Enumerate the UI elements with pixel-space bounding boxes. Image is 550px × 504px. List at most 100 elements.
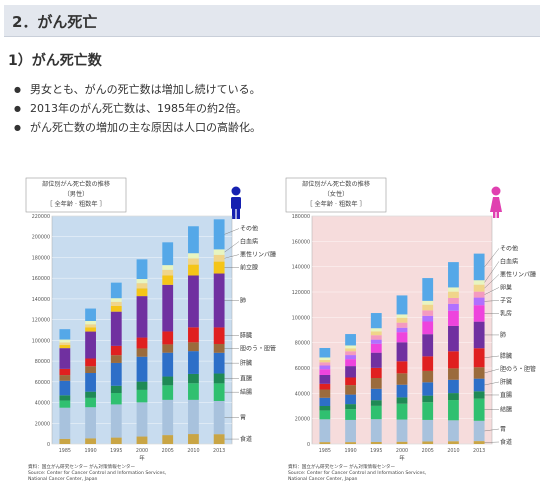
bar-segment (59, 345, 71, 349)
bar-segment (396, 327, 408, 333)
bar-segment (110, 311, 122, 346)
bar-segment (319, 374, 331, 384)
bar-segment (110, 298, 122, 302)
bar-segment (213, 327, 225, 344)
y-tick-label: 180000 (292, 214, 310, 220)
bar-segment (473, 253, 485, 281)
bar-segment (110, 404, 122, 438)
bar-segment (213, 373, 225, 384)
bar-segment (136, 279, 148, 284)
y-tick-label: 100000 (32, 338, 50, 344)
x-tick-label: 1990 (84, 448, 96, 454)
bar-segment (319, 410, 331, 420)
bar-segment (396, 373, 408, 385)
legend-leader (484, 381, 500, 386)
x-tick-label: 2000 (396, 448, 408, 454)
bar-segment (162, 265, 174, 270)
bar-segment (110, 437, 122, 444)
bar-segment (136, 337, 148, 349)
female-icon (490, 186, 502, 218)
y-tick-label: 100000 (292, 315, 310, 321)
bar-segment (162, 385, 174, 400)
bar-segment (422, 334, 434, 357)
bar-segment (345, 419, 356, 443)
source-text: National Cancer Center, Japan (28, 476, 98, 482)
legend-label: 胃 (240, 415, 246, 422)
section-title: 2．がん死亡 (4, 5, 540, 37)
bar-segment (370, 388, 382, 401)
source-text: National Cancer Center, Japan (288, 476, 358, 482)
bar-segment (110, 362, 122, 386)
bar-segment (370, 328, 382, 332)
bar-segment (345, 348, 356, 352)
x-tick-label: 2010 (447, 448, 459, 454)
bar-segment (396, 322, 408, 328)
bar-segment (448, 291, 459, 298)
bar-segment (162, 242, 174, 266)
y-tick-label: 220000 (32, 214, 50, 220)
legend-leader (224, 228, 240, 235)
bar-segment (188, 373, 199, 384)
bar-segment (448, 297, 459, 304)
bar-segment (448, 441, 459, 444)
x-axis-label: 年 (139, 454, 145, 462)
y-tick-label: 20000 (295, 417, 310, 423)
bar-segment (136, 436, 148, 444)
bar-segment (448, 262, 459, 288)
bar-segment (85, 308, 96, 321)
legend-label: 食道 (500, 438, 512, 446)
bar-segment (319, 360, 331, 363)
bar-segment (422, 370, 434, 383)
bar-segment (162, 376, 174, 386)
chart-title-line: 部位別がん死亡数の推移 (302, 180, 370, 188)
bar-segment (162, 331, 174, 345)
bar-segment (59, 329, 71, 340)
y-tick-label: 0 (47, 442, 50, 448)
bar-segment (85, 327, 96, 332)
bar-segment (396, 361, 408, 374)
bar-segment (473, 297, 485, 306)
legend-label: 直腸 (500, 391, 512, 399)
bar-segment (473, 348, 485, 368)
legend-label: 子宮 (500, 296, 512, 304)
bar-segment (370, 367, 382, 379)
male-cancer-deaths-chart: 部位別がん死亡数の推移 （男性） ［ 全年齢 · 粗数年 ］ 0 20000 40000 6… (24, 172, 284, 490)
bar-segment (448, 379, 459, 394)
bar-segment (188, 264, 199, 276)
bar-segment (422, 300, 434, 305)
bar-segment (319, 369, 331, 375)
bar-segment (370, 405, 382, 420)
legend-label: その他 (240, 225, 258, 233)
bar-segment (370, 335, 382, 340)
sub-title: 1）がん死亡数 (8, 53, 102, 69)
legend-leader (484, 274, 500, 289)
legend-label: 結腸 (500, 406, 512, 414)
bar-segment (85, 391, 96, 398)
x-tick-label: 2013 (473, 448, 485, 454)
female-cancer-deaths-chart: 部位別がん死亡数の推移 （女性） ［ 全年齢 · 粗数年 ］ 0 20000 40000 6… (284, 172, 544, 490)
chart-title-box (285, 177, 387, 213)
bar-segment (345, 366, 356, 378)
bar-segment (213, 434, 225, 444)
bar-segment (319, 406, 331, 411)
bar-segment (59, 395, 71, 401)
y-tick-label: 120000 (32, 318, 50, 324)
bar-segment (136, 259, 148, 280)
bar-segment (345, 409, 356, 420)
bar-segment (162, 344, 174, 353)
bar-segment (319, 365, 331, 370)
chart-title-line: （女性） (324, 190, 349, 198)
bar-segment (473, 284, 485, 292)
legend-label: 卵巣 (500, 283, 512, 291)
bar-segment (85, 324, 96, 328)
legend-leader (484, 355, 500, 358)
y-tick-label: 0 (307, 442, 310, 448)
legend-label: 乳房 (500, 309, 512, 317)
legend-label: 結腸 (240, 388, 252, 396)
bar-segment (473, 280, 485, 285)
bar-segment (345, 385, 356, 395)
bar-segment (473, 378, 485, 392)
bar-segment (370, 331, 382, 336)
y-tick-label: 40000 (295, 391, 310, 397)
legend-leader (224, 241, 240, 253)
